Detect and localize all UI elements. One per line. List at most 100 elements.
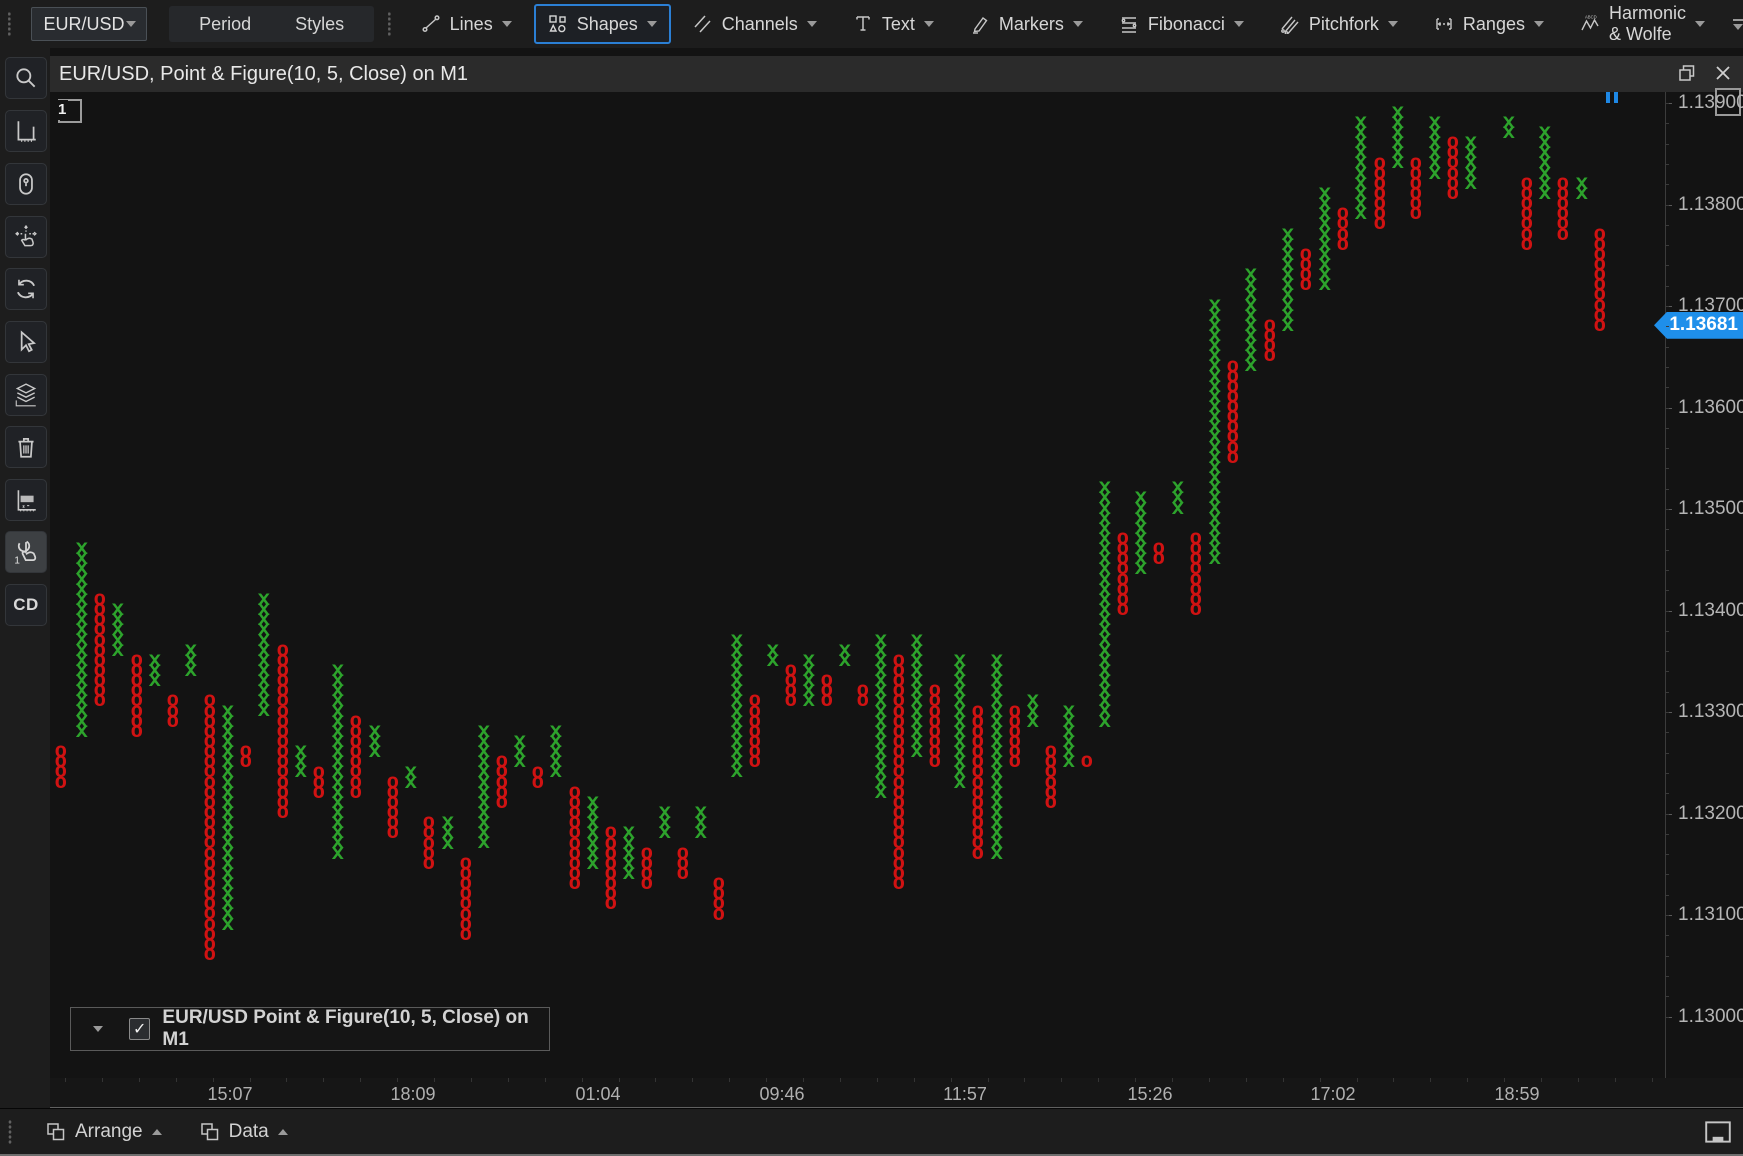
pause-autoscroll-icon[interactable] bbox=[1606, 92, 1618, 103]
fibonacci-tool-button[interactable]: Fibonacci bbox=[1105, 4, 1258, 44]
toolbar-overflow-button[interactable] bbox=[1733, 18, 1743, 30]
arrange-button[interactable]: Arrange bbox=[46, 1121, 162, 1143]
auto-refresh-button[interactable] bbox=[5, 268, 47, 310]
price-major-tick bbox=[1666, 103, 1672, 104]
shapes-icon bbox=[548, 15, 566, 33]
time-minor-tick bbox=[65, 1078, 66, 1082]
markers-tool-button[interactable]: Markers bbox=[956, 4, 1097, 44]
time-minor-tick bbox=[1467, 1078, 1469, 1082]
shapes-tool-button[interactable]: Shapes bbox=[533, 4, 671, 44]
time-minor-tick bbox=[729, 1078, 731, 1082]
restore-window-button[interactable] bbox=[1675, 61, 1699, 85]
fullscreen-monitor-button[interactable] bbox=[1703, 1119, 1733, 1145]
time-tick-label: 15:26 bbox=[1127, 1084, 1173, 1104]
time-minor-tick bbox=[1504, 1078, 1506, 1082]
chevron-down-icon bbox=[806, 21, 817, 27]
pitchfork-tool-button[interactable]: Pitchfork bbox=[1266, 4, 1412, 44]
pitchfork-icon bbox=[1280, 16, 1299, 34]
harmonic-wolfe-tool-button[interactable]: ABCD Harmonic & Wolfe bbox=[1566, 3, 1719, 44]
text-tool-button[interactable]: Text bbox=[839, 4, 948, 44]
tool-label: Ranges bbox=[1462, 13, 1525, 34]
time-axis[interactable]: 15:07 18:09 01:04 09:46 11:57 15:26 17:02 18:59 bbox=[50, 1078, 1743, 1108]
price-minor-tick bbox=[1666, 488, 1669, 490]
layers-button[interactable] bbox=[5, 374, 47, 416]
time-minor-tick bbox=[1541, 1078, 1542, 1082]
time-minor-tick bbox=[286, 1078, 288, 1082]
price-axis[interactable]: 1.13681 1.13900 1.13800 1.13700 1.13600 1.13… bbox=[1654, 88, 1743, 1078]
axis-label-button[interactable] bbox=[5, 479, 47, 521]
tool-label: Shapes bbox=[576, 13, 638, 34]
time-minor-tick bbox=[1282, 1078, 1284, 1082]
toolbar-drag-handle[interactable] bbox=[388, 12, 391, 36]
tool-label: Markers bbox=[998, 13, 1064, 34]
tap-select-button[interactable]: 1 bbox=[5, 531, 47, 573]
cursor-select-button[interactable] bbox=[5, 321, 47, 363]
axis-label-icon bbox=[17, 490, 36, 512]
time-minor-tick bbox=[1430, 1078, 1432, 1082]
ranges-tool-button[interactable]: Ranges bbox=[1420, 4, 1558, 44]
time-minor-tick bbox=[655, 1078, 657, 1082]
toolbar-drag-handle[interactable] bbox=[8, 12, 11, 36]
indicator-legend: ✓ EUR/USD Point & Figure(10, 5, Close) o… bbox=[70, 1007, 550, 1051]
symbol-search-button[interactable] bbox=[5, 57, 47, 99]
channels-tool-button[interactable]: Channels bbox=[679, 4, 831, 44]
close-chart-button[interactable] bbox=[1711, 61, 1735, 85]
indicator-visibility-checkbox[interactable]: ✓ bbox=[129, 1018, 151, 1040]
price-tick-label: 1.13000 bbox=[1678, 1005, 1743, 1027]
price-major-tick bbox=[1666, 915, 1672, 916]
price-minor-tick bbox=[1666, 651, 1669, 653]
period-button[interactable]: Period bbox=[199, 13, 252, 34]
price-minor-tick bbox=[1666, 996, 1669, 998]
time-minor-tick bbox=[839, 1078, 841, 1082]
price-minor-tick bbox=[1666, 671, 1669, 673]
price-minor-tick bbox=[1666, 366, 1669, 368]
pan-button[interactable] bbox=[5, 216, 47, 258]
symbol-select[interactable]: EUR/USD bbox=[30, 7, 148, 41]
price-major-tick bbox=[1666, 306, 1672, 307]
data-button[interactable]: Data bbox=[200, 1121, 288, 1143]
mouse-scroll-button[interactable] bbox=[5, 163, 47, 205]
statusbar-drag-handle[interactable] bbox=[8, 1119, 12, 1144]
lines-tool-button[interactable]: Lines bbox=[407, 4, 526, 44]
price-minor-tick bbox=[1666, 529, 1669, 531]
price-minor-tick bbox=[1666, 224, 1669, 226]
fibonacci-icon bbox=[1121, 17, 1137, 33]
delete-button[interactable] bbox=[5, 426, 47, 468]
time-minor-tick bbox=[212, 1078, 214, 1082]
time-minor-tick bbox=[1245, 1078, 1247, 1082]
price-minor-tick bbox=[1666, 712, 1669, 713]
styles-button[interactable]: Styles bbox=[295, 13, 345, 34]
time-minor-tick bbox=[913, 1078, 915, 1082]
price-minor-tick bbox=[1666, 407, 1669, 409]
axis-settings-icon[interactable] bbox=[1715, 88, 1741, 116]
time-tick-label: 01:04 bbox=[575, 1084, 621, 1104]
restore-window-icon bbox=[1679, 65, 1695, 81]
chart-axes-button[interactable] bbox=[5, 110, 47, 152]
time-minor-tick bbox=[1577, 1078, 1579, 1082]
price-minor-tick bbox=[1666, 691, 1669, 693]
legend-expand-icon[interactable] bbox=[93, 1026, 103, 1032]
collect-data-button[interactable]: CD bbox=[5, 584, 47, 626]
time-minor-tick bbox=[1614, 1078, 1616, 1082]
